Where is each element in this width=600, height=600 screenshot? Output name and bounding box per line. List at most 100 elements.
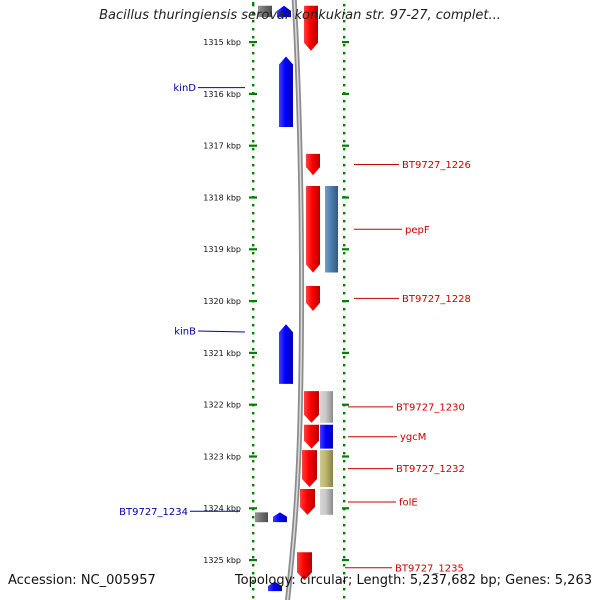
- ruler-tick-left: [249, 403, 257, 406]
- ruler-dot: [343, 364, 346, 367]
- ruler-dot: [252, 460, 255, 463]
- ruler-dot: [343, 428, 346, 431]
- ruler-dot: [343, 68, 346, 71]
- ruler-dot: [252, 28, 255, 31]
- ruler-ticks: 1315 kbp 1316 kbp 1317 kbp 1318 kbp 1319 kbp…: [203, 38, 349, 565]
- chromosome-backbone: [285, 0, 305, 600]
- gene-label-BT9727_1228: BT9727_1228: [402, 294, 471, 305]
- ruler-dot: [252, 244, 255, 247]
- gene-kinD: [279, 56, 293, 127]
- ruler-dot: [252, 548, 255, 551]
- ruler-dot: [343, 4, 346, 7]
- ruler-dot: [252, 420, 255, 423]
- gene-label-pepF: pepF: [405, 225, 430, 236]
- topology-text: Topology: circular; Length: 5,237,682 bp…: [234, 573, 592, 588]
- ruler-dot: [343, 228, 346, 231]
- ruler-dot: [252, 340, 255, 343]
- ruler-dot: [343, 20, 346, 23]
- ruler-dot: [343, 500, 346, 503]
- ruler-tick-left: [249, 41, 257, 44]
- ruler-dot: [252, 444, 255, 447]
- ruler-dot: [343, 172, 346, 175]
- ruler-dot: [343, 244, 346, 247]
- ruler-dot: [343, 324, 346, 327]
- ruler-dot: [252, 500, 255, 503]
- ruler-dot: [343, 108, 346, 111]
- ruler-tick-right: [342, 455, 349, 458]
- ruler-dot: [252, 396, 255, 399]
- ruler-dot: [343, 476, 346, 479]
- ruler-dot: [252, 380, 255, 383]
- gene-label-kinD: kinD: [173, 83, 196, 94]
- gene-kinB: [279, 324, 293, 384]
- ruler-dot: [343, 180, 346, 183]
- ruler-dot: [252, 356, 255, 359]
- ruler-dot: [252, 572, 255, 575]
- ruler-dot: [252, 124, 255, 127]
- ruler-tick-left: [249, 559, 257, 562]
- gene-BT9727_1235: [297, 552, 312, 581]
- ruler-dot: [343, 284, 346, 287]
- ruler-dot: [343, 100, 346, 103]
- gene-BT9727_1230: [304, 391, 319, 423]
- ruler-dot: [252, 428, 255, 431]
- ruler-dot: [343, 532, 346, 535]
- ruler-tick-left: [249, 507, 257, 510]
- ruler-dot: [252, 100, 255, 103]
- ruler-dot: [343, 564, 346, 567]
- ruler-dot: [252, 84, 255, 87]
- ruler-dot: [252, 44, 255, 47]
- ruler-dot: [343, 468, 346, 471]
- gene-label-BT9727_1234: BT9727_1234: [119, 507, 188, 518]
- ruler-dot: [252, 108, 255, 111]
- ruler-dot: [252, 20, 255, 23]
- gene-label-kinB: kinB: [174, 327, 196, 338]
- ruler-dot: [343, 292, 346, 295]
- tick-label: 1315 kbp: [203, 38, 241, 47]
- gene-label-folE: folE: [399, 497, 418, 508]
- gene-features: [255, 5, 338, 592]
- ruler-dot: [343, 76, 346, 79]
- ruler-dot: [252, 364, 255, 367]
- ruler-dot: [252, 492, 255, 495]
- ruler-dot: [343, 452, 346, 455]
- tick-label: 1319 kbp: [203, 245, 241, 254]
- gene-label-ygcM: ygcM: [400, 432, 426, 443]
- ruler-dot: [343, 436, 346, 439]
- ruler-dot: [343, 524, 346, 527]
- ruler-dot: [343, 44, 346, 47]
- ruler-dot: [343, 420, 346, 423]
- ruler-tick-left: [249, 196, 257, 199]
- ruler-dot: [252, 188, 255, 191]
- ruler-dot: [343, 220, 346, 223]
- ruler-dot: [252, 68, 255, 71]
- gene-ygcM: [304, 424, 319, 449]
- ruler-dot: [252, 164, 255, 167]
- ruler-dot: [343, 252, 346, 255]
- ruler-tick-right: [342, 196, 349, 199]
- gene-ygcM-hit: [320, 424, 333, 449]
- ruler-dot: [343, 348, 346, 351]
- ruler-dot: [252, 140, 255, 143]
- ruler-tick-left: [249, 92, 257, 95]
- ruler-dot: [252, 524, 255, 527]
- ruler-dot: [252, 260, 255, 263]
- ruler-dot: [252, 12, 255, 15]
- gene-pepF-hit: [325, 186, 338, 273]
- ruler-dot: [343, 580, 346, 583]
- ruler-tick-left: [249, 300, 257, 303]
- gene-label-BT9727_1232: BT9727_1232: [396, 464, 465, 475]
- ruler-dot: [343, 460, 346, 463]
- ruler-dot: [252, 276, 255, 279]
- ruler-dot: [343, 156, 346, 159]
- ruler-dot: [252, 4, 255, 7]
- tick-label: 1320 kbp: [203, 297, 241, 306]
- tick-label: 1322 kbp: [203, 401, 241, 410]
- backbone-inner: [286, 0, 303, 600]
- ruler-dot: [252, 292, 255, 295]
- ruler-dot: [343, 332, 346, 335]
- gene-label-BT9727_1230: BT9727_1230: [396, 402, 465, 413]
- tick-label: 1323 kbp: [203, 452, 241, 461]
- tick-label: 1325 kbp: [203, 556, 241, 565]
